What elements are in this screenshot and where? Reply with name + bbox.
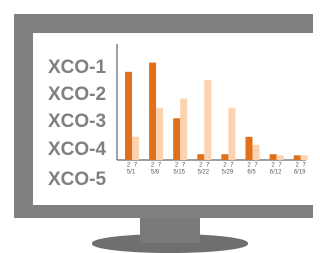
side-label: XCO-3 [48,111,106,132]
bar [253,145,260,160]
bar [173,118,180,160]
x-tick-label: 5/8 [151,170,160,176]
x-tick-label: 5/22 [197,170,209,176]
bar [156,108,163,160]
x-tick-label: 5/1 [127,170,136,176]
bar [221,154,228,160]
x-tick-label: 6/19 [294,170,306,176]
bar [277,155,284,160]
bar [228,108,235,160]
bar [294,155,301,160]
side-label: XCO-1 [48,57,107,78]
monitor-neck [140,215,200,243]
bar [197,154,204,160]
bar [180,99,187,160]
bar [149,63,156,160]
side-label: XCO-2 [48,84,106,105]
x-tick-label: 6/12 [270,170,282,176]
bar [125,72,132,160]
side-label: XCO-4 [48,139,107,160]
x-tick-label: 5/29 [222,170,234,176]
bar [301,155,308,160]
x-tick-label: 5/15 [173,170,185,176]
bar [132,137,139,160]
side-label: XCO-5 [48,169,107,190]
bar [246,137,253,160]
bar [204,80,211,160]
side-labels: XCO-1 XCO-2 XCO-3 XCO-4 XCO-5 [48,57,107,190]
x-tick-label: 6/5 [247,170,256,176]
bar [270,154,277,160]
